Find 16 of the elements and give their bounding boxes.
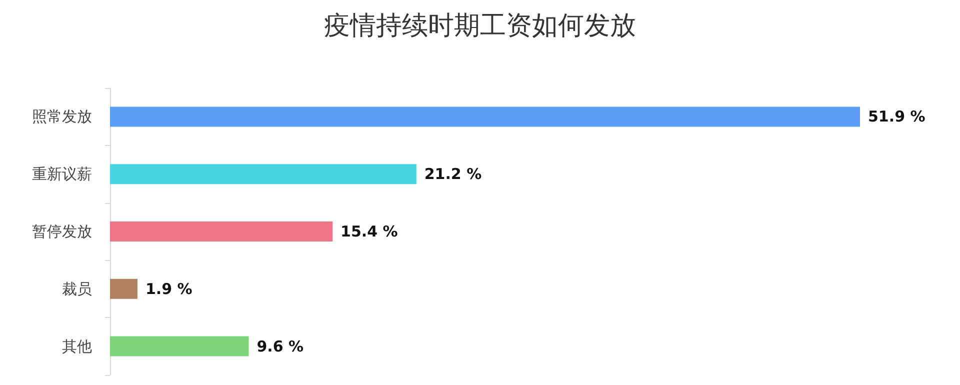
y-tick-label: 暂停发放 bbox=[32, 222, 92, 240]
data-label: 51.9 % bbox=[868, 108, 926, 126]
y-tick-label: 照常发放 bbox=[32, 108, 92, 126]
bar bbox=[110, 278, 138, 299]
data-label: 1.9 % bbox=[145, 280, 192, 298]
bar bbox=[110, 164, 416, 184]
y-tick-label: 其他 bbox=[62, 337, 92, 356]
chart-title: 疫情持续时期工资如何发放 bbox=[324, 11, 636, 41]
y-tick-label: 裁员 bbox=[62, 280, 92, 298]
y-tick-label: 重新议薪 bbox=[32, 165, 92, 184]
bar bbox=[110, 336, 249, 356]
data-label: 9.6 % bbox=[256, 337, 304, 356]
data-label: 15.4 % bbox=[340, 222, 398, 240]
bar bbox=[110, 106, 860, 127]
data-label: 21.2 % bbox=[424, 165, 482, 184]
bar bbox=[110, 222, 333, 242]
